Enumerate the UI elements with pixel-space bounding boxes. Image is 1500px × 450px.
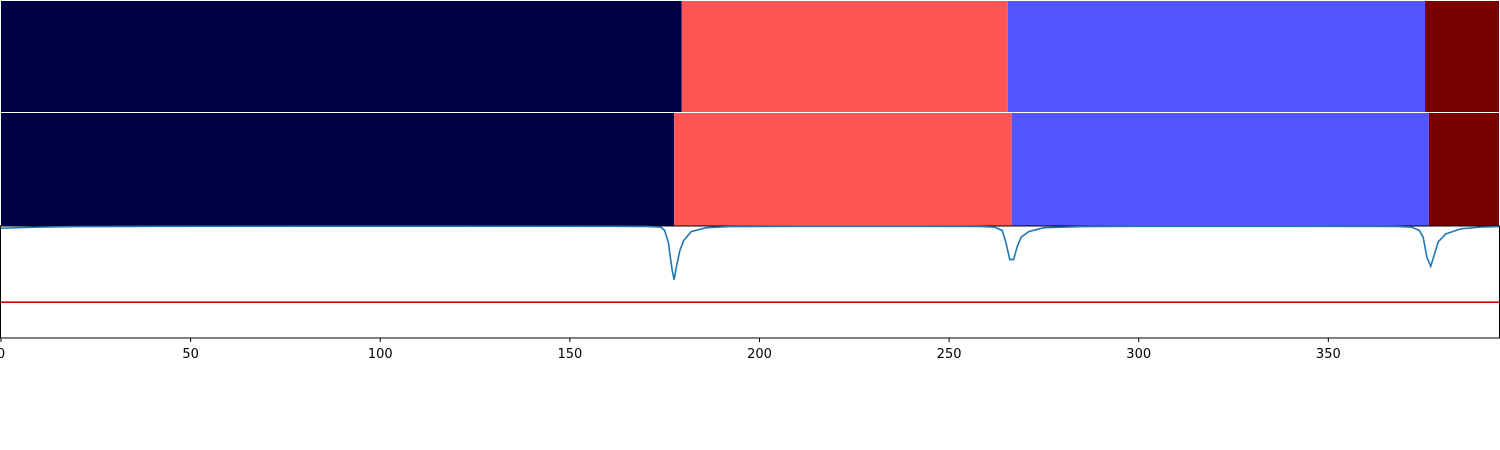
x-axis: 0 50 100 150 200 250 300 350 (0, 338, 1341, 362)
segment-row2-4 (1428, 113, 1499, 226)
x-tick-label-300: 300 (1126, 347, 1151, 362)
x-tick-label-0: 0 (0, 347, 5, 362)
x-tick-label-50: 50 (182, 347, 199, 362)
x-tick-label-350: 350 (1316, 347, 1341, 362)
x-tick-label-150: 150 (557, 347, 582, 362)
segment-row2-2 (674, 113, 1012, 226)
segment-row2-3 (1011, 113, 1429, 226)
segment-row1-3 (1007, 1, 1426, 112)
x-tick-label-250: 250 (937, 347, 962, 362)
segment-row1-2 (681, 1, 1008, 112)
x-tick-label-100: 100 (368, 347, 393, 362)
signal-line (0, 225, 1500, 280)
segment-row1-4 (1425, 1, 1499, 112)
segment-row1-1 (1, 1, 682, 112)
segment-row2-1 (1, 113, 675, 226)
segment-row-1 (1, 1, 1499, 112)
x-tick-label-200: 200 (747, 347, 772, 362)
signal-panel-frame (0, 225, 1500, 339)
segment-row-2 (1, 113, 1499, 226)
